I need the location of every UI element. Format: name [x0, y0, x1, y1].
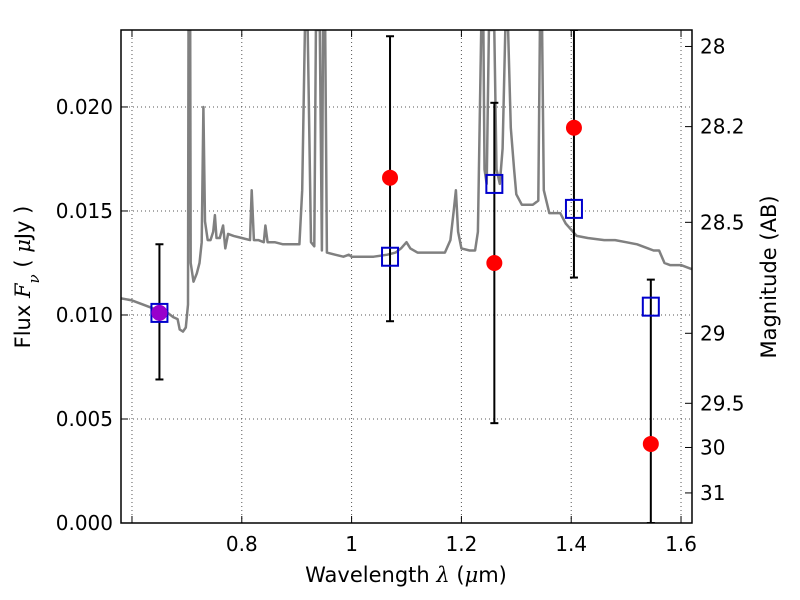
right-axis: 28 28.2 28.5 29 29.5 30 31 [685, 34, 745, 505]
observed-point-marker [642, 435, 659, 452]
y-tick-label: 0.010 [56, 303, 113, 327]
model-square-marker [641, 296, 660, 317]
right-tick-label: 28 [700, 34, 725, 58]
x-axis-label: Wavelength λ (μm) [305, 563, 507, 587]
plot-area [121, 30, 692, 523]
model-squares [150, 173, 660, 323]
model-square-marker [381, 246, 400, 267]
right-axis-label: Magnitude (AB) [757, 195, 781, 358]
plot-frame [120, 29, 693, 524]
y-label-unit-var: μ [11, 239, 35, 253]
x-label-var: λ [435, 563, 449, 587]
observed-point-marker [382, 169, 399, 186]
right-tick-label: 28.2 [700, 115, 745, 139]
observed-point-marker [565, 119, 582, 136]
right-tick-label: 30 [700, 435, 725, 459]
observed-point-marker [151, 304, 168, 321]
x-label-unit-var: μ [465, 563, 479, 587]
x-label-unit-rest: m) [478, 563, 507, 587]
y-tick-label: 0.015 [56, 199, 113, 223]
bottom-axis: 0.8 1 1.2 1.4 1.6 [131, 30, 697, 556]
y-label-mid: ( [11, 253, 35, 275]
x-tick-label: 1.6 [665, 532, 697, 556]
right-tick-label: 29.5 [700, 391, 745, 415]
observed-points [151, 119, 659, 452]
y-label-prefix: Flux [11, 298, 35, 348]
left-axis: 0.000 0.005 0.010 0.015 0.020 [56, 95, 128, 535]
y-label-var: F [11, 282, 35, 299]
right-tick-label: 29 [700, 321, 725, 345]
y-tick-label: 0.005 [56, 407, 113, 431]
model-square-marker [485, 173, 504, 194]
x-label-suffix: ( [450, 563, 465, 587]
y-label-sub: ν [25, 274, 43, 283]
model-square-marker [564, 198, 583, 219]
x-tick-label: 1 [345, 532, 358, 556]
template-spectrum [121, 30, 692, 333]
x-label-prefix: Wavelength [305, 563, 436, 587]
y-axis-label: Flux Fν ( μJy ) [11, 206, 43, 349]
right-tick-label: 28.5 [700, 210, 745, 234]
y-tick-label: 0.000 [56, 511, 113, 535]
x-tick-label: 1.4 [555, 532, 587, 556]
y-tick-label: 0.020 [56, 95, 113, 119]
x-tick-label: 1.2 [445, 532, 477, 556]
y-label-unit-rest: Jy ) [11, 206, 35, 242]
x-tick-label: 0.8 [226, 532, 258, 556]
error-bars [155, 30, 655, 523]
template-spectrum-line [121, 30, 692, 333]
observed-point-marker [486, 254, 503, 271]
gridlines [121, 30, 692, 523]
right-tick-label: 31 [700, 481, 725, 505]
